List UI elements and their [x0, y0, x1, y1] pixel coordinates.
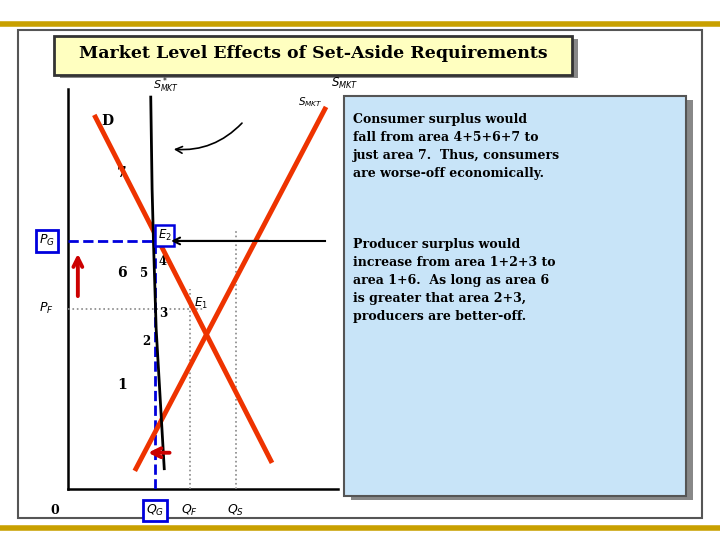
FancyBboxPatch shape [344, 96, 686, 496]
FancyBboxPatch shape [60, 39, 578, 78]
Text: 2: 2 [143, 335, 151, 348]
Text: $E_1$: $E_1$ [194, 296, 208, 311]
Text: 5: 5 [140, 267, 148, 280]
FancyArrowPatch shape [176, 123, 242, 153]
Text: $P_G$: $P_G$ [39, 233, 55, 248]
Text: 1: 1 [117, 378, 127, 392]
Text: $S_{MKT}$: $S_{MKT}$ [297, 95, 323, 109]
Text: 7: 7 [117, 166, 127, 180]
Text: $S_{MKT}^*$: $S_{MKT}^*$ [153, 76, 179, 95]
Text: 4: 4 [159, 255, 167, 268]
Text: Consumer surplus would
fall from area 4+5+6+7 to
just area 7.  Thus, consumers
a: Consumer surplus would fall from area 4+… [353, 113, 560, 180]
Text: 6: 6 [117, 266, 127, 280]
Text: D: D [101, 114, 113, 128]
Text: $P_F$: $P_F$ [40, 301, 54, 316]
Text: 0: 0 [50, 504, 59, 517]
FancyBboxPatch shape [351, 100, 693, 500]
Text: $S_{MKT}$: $S_{MKT}$ [331, 76, 359, 91]
FancyBboxPatch shape [54, 36, 572, 75]
Text: 3: 3 [159, 307, 167, 320]
FancyBboxPatch shape [18, 30, 702, 518]
Text: Producer surplus would
increase from area 1+2+3 to
area 1+6.  As long as area 6
: Producer surplus would increase from are… [353, 238, 555, 322]
Text: Market Level Effects of Set-Aside Requirements: Market Level Effects of Set-Aside Requir… [79, 45, 547, 63]
Text: $E_2$: $E_2$ [158, 228, 172, 243]
Text: $Q_F$: $Q_F$ [181, 503, 199, 518]
Text: $Q_S$: $Q_S$ [228, 503, 244, 518]
Text: $Q_G$: $Q_G$ [145, 503, 164, 518]
